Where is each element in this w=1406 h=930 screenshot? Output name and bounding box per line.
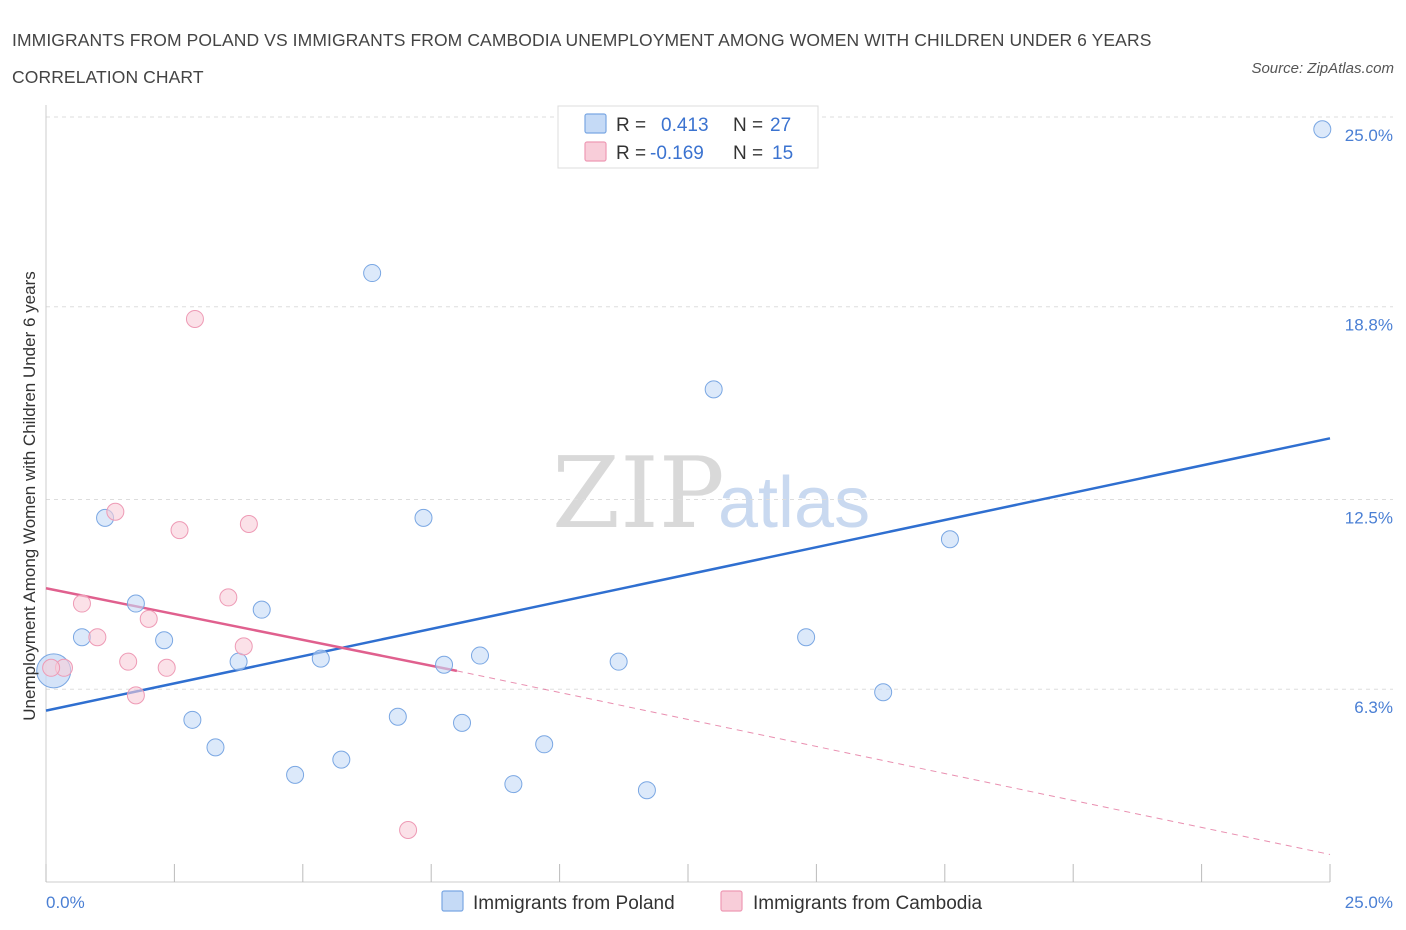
legend-swatch-poland — [584, 113, 607, 134]
source-credit: Source: ZipAtlas.com — [1251, 60, 1394, 77]
data-point-cambodia — [42, 658, 61, 677]
y-tick-label: 12.5% — [1345, 509, 1393, 528]
data-point-poland — [183, 710, 202, 729]
data-point-poland — [155, 631, 174, 650]
data-point-poland — [286, 765, 305, 784]
y-axis-title: Unemployment Among Women with Children U… — [20, 271, 39, 720]
series-legend: Immigrants from Poland Immigrants from C… — [441, 890, 983, 914]
data-point-cambodia — [106, 502, 125, 521]
bottom-legend-label-poland: Immigrants from Poland — [473, 893, 675, 914]
data-point-cambodia — [88, 628, 107, 647]
y-tick-label: 6.3% — [1354, 698, 1393, 717]
watermark-atlas: atlas — [718, 463, 870, 543]
x-tick-label-max: 25.0% — [1345, 893, 1393, 912]
data-point-poland — [435, 655, 454, 674]
legend-n-label-cambodia: N = — [733, 143, 763, 164]
trendline-cambodia — [45, 587, 458, 673]
data-point-poland — [126, 594, 145, 613]
watermark-zip: ZIP — [552, 437, 725, 551]
data-point-cambodia — [234, 637, 253, 656]
data-point-poland — [637, 781, 656, 800]
data-point-poland — [609, 652, 628, 671]
data-point-poland — [311, 649, 330, 668]
trendline-cambodia-extension — [456, 670, 1331, 855]
data-point-poland — [704, 380, 723, 399]
data-point-poland — [874, 683, 893, 702]
data-point-cambodia — [139, 609, 158, 628]
data-point-poland — [414, 508, 433, 527]
data-point-cambodia — [170, 521, 189, 540]
axis-layer: 6.3% 12.5% 18.8% 25.0% — [45, 105, 1393, 883]
legend-r-label-cambodia: R = — [616, 143, 646, 164]
data-point-poland — [470, 646, 489, 665]
data-point-cambodia — [119, 652, 138, 671]
data-point-cambodia — [219, 588, 238, 607]
data-point-poland — [363, 264, 382, 283]
legend-r-value-cambodia: -0.169 — [650, 143, 704, 164]
point-layer — [36, 120, 1332, 839]
y-tick-label: 25.0% — [1345, 126, 1393, 145]
stats-legend: R = 0.413 N = 27 R = -0.169 N = 15 — [557, 105, 819, 169]
data-point-poland — [388, 707, 407, 726]
legend-n-value-cambodia: 15 — [772, 143, 793, 164]
legend-n-value-poland: 27 — [770, 115, 791, 136]
x-tick-label-min: 0.0% — [46, 893, 85, 912]
y-tick-label: 18.8% — [1345, 316, 1393, 335]
data-point-poland — [206, 738, 225, 757]
bottom-legend-label-cambodia: Immigrants from Cambodia — [753, 893, 983, 914]
data-point-cambodia — [126, 686, 145, 705]
trendline-poland — [45, 437, 1331, 712]
data-point-poland — [940, 530, 959, 549]
chart-title: IMMIGRANTS FROM POLAND VS IMMIGRANTS FRO… — [12, 30, 1152, 87]
bottom-legend-swatch-cambodia — [720, 890, 743, 912]
data-point-poland — [332, 750, 351, 769]
grid-layer — [46, 116, 1393, 690]
data-point-poland — [504, 775, 523, 794]
data-point-poland — [797, 628, 816, 647]
data-point-cambodia — [72, 594, 91, 613]
bottom-legend-swatch-poland — [441, 890, 464, 912]
data-point-cambodia — [157, 658, 176, 677]
legend-r-value-poland: 0.413 — [661, 115, 709, 136]
trend-layer — [45, 437, 1331, 855]
data-point-cambodia — [239, 514, 258, 533]
data-point-poland — [453, 713, 472, 732]
data-point-poland — [252, 600, 271, 619]
data-point-cambodia — [185, 309, 204, 328]
legend-n-label-poland: N = — [733, 115, 763, 136]
data-point-poland — [72, 628, 91, 647]
data-point-cambodia — [399, 820, 418, 839]
legend-r-label-poland: R = — [616, 115, 646, 136]
data-point-poland — [1313, 120, 1332, 139]
data-point-poland — [229, 652, 248, 671]
legend-swatch-cambodia — [584, 141, 607, 162]
data-point-poland — [535, 735, 554, 754]
